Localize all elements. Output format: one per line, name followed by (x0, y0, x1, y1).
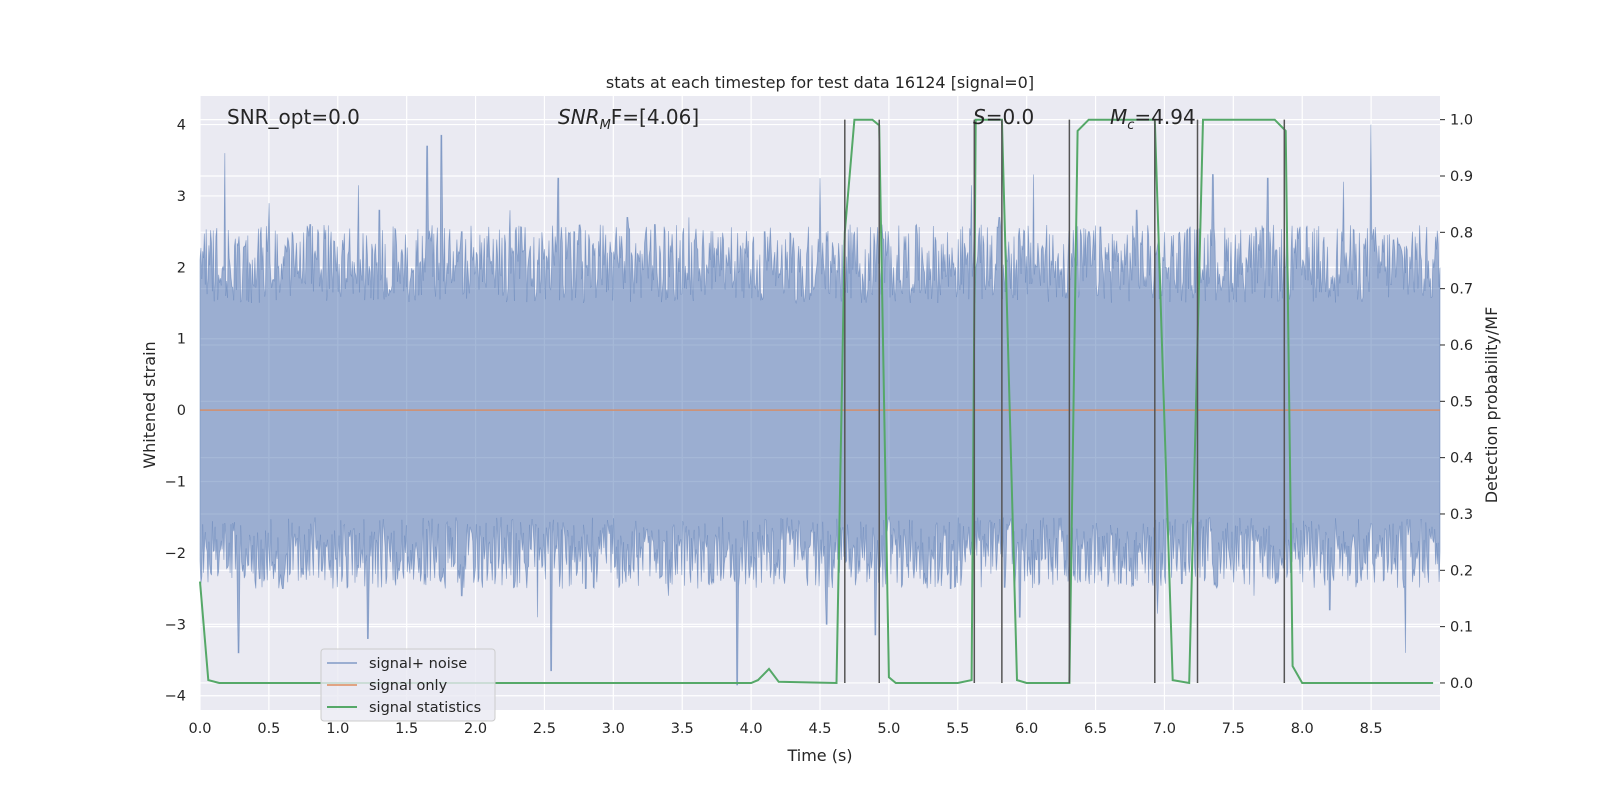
annotation-snr-mf-sub: M (600, 118, 611, 133)
annotation-snr-mf-suffix: F=[4.06] (611, 105, 699, 129)
signal-noise-series (199, 124, 1441, 686)
x-tick-label: 7.5 (1222, 721, 1245, 737)
x-tick-label: 2.0 (464, 721, 487, 737)
annotation-mc-prefix: M (1110, 105, 1127, 129)
legend: signal+ noise signal only signal statist… (320, 648, 496, 722)
x-tick-label: 5.5 (946, 721, 969, 737)
x-tick-label: 0.0 (188, 721, 211, 737)
legend-label-stats: signal statistics (369, 700, 481, 716)
right-y-tick-label: 0.6 (1450, 338, 1473, 354)
x-axis-label: Time (s) (786, 746, 852, 765)
y-tick-label: −1 (165, 475, 186, 491)
x-axis-ticks: 0.0 0.5 1.0 1.5 2.0 2.5 3.0 3.5 4.0 4.5 5.0 5.5 6.0 6… (188, 721, 1382, 737)
signal-statistics-series (199, 118, 1434, 685)
x-tick-label: 1.5 (395, 721, 418, 737)
annotation-s-prefix: S (973, 105, 986, 129)
x-tick-label: 2.5 (533, 721, 556, 737)
x-tick-label: 0.5 (257, 721, 280, 737)
legend-label-noise: signal+ noise (369, 656, 467, 672)
x-tick-label: 8.5 (1360, 721, 1383, 737)
x-tick-label: 1.0 (326, 721, 349, 737)
annotation-mc-suffix: =4.94 (1134, 105, 1195, 129)
right-y-tick-label: 0.5 (1450, 394, 1473, 410)
y-axis-label: Whitened strain (140, 341, 159, 468)
y-tick-label: −2 (165, 546, 186, 562)
y-tick-label: 1 (177, 332, 186, 348)
annotation-mc: Mc=4.94 (1110, 105, 1196, 133)
legend-box (320, 648, 496, 722)
annotation-snr-mf-prefix: SNR (558, 105, 600, 129)
chart-title: stats at each timestep for test data 161… (606, 73, 1034, 92)
x-tick-label: 3.5 (671, 721, 694, 737)
right-y-tick-label: 0.7 (1450, 282, 1473, 298)
annotation-s-suffix: =0.0 (986, 105, 1035, 129)
y-tick-label: −4 (165, 689, 186, 705)
right-y-axis-ticks: 1.0 0.9 0.8 0.7 0.6 0.5 0.4 0.3 0.2 0.1 0.0 (1440, 113, 1473, 692)
x-tick-label: 4.0 (740, 721, 763, 737)
right-y-tick-label: 1.0 (1450, 113, 1473, 129)
x-tick-label: 8.0 (1291, 721, 1314, 737)
annotation-snr-mf: SNRMF=[4.06] (558, 105, 699, 133)
x-tick-label: 5.0 (877, 721, 900, 737)
y-tick-label: −3 (165, 617, 186, 633)
x-tick-label: 6.0 (1015, 721, 1038, 737)
right-y-tick-label: 0.4 (1450, 451, 1473, 467)
right-y-tick-label: 0.0 (1450, 676, 1473, 692)
annotation-s: S=0.0 (973, 105, 1034, 129)
x-tick-label: 7.0 (1153, 721, 1176, 737)
legend-label-signal-only: signal only (369, 678, 448, 694)
annotation-snr-opt: SNR_opt=0.0 (227, 105, 360, 129)
right-y-tick-label: 0.1 (1450, 620, 1473, 636)
vertical-markers (844, 119, 1286, 683)
right-y-tick-label: 0.9 (1450, 169, 1473, 185)
x-tick-label: 4.5 (808, 721, 831, 737)
x-tick-label: 6.5 (1084, 721, 1107, 737)
signal-statistics-line (199, 118, 1434, 685)
y-tick-label: 3 (177, 189, 186, 205)
signal-noise-band (199, 124, 1441, 686)
y-tick-label: 4 (177, 118, 186, 134)
right-y-tick-label: 0.3 (1450, 507, 1473, 523)
x-tick-label: 3.0 (602, 721, 625, 737)
y-tick-label: 2 (177, 260, 186, 276)
y-tick-label: 0 (177, 403, 186, 419)
right-y-tick-label: 0.2 (1450, 563, 1473, 579)
y-axis-ticks: 4 3 2 1 0 −1 −2 −3 −4 (165, 118, 186, 705)
right-y-axis-label: Detection probability/MF (1482, 307, 1501, 504)
annotation-mc-sub: c (1127, 118, 1134, 133)
right-y-tick-label: 0.8 (1450, 225, 1473, 241)
